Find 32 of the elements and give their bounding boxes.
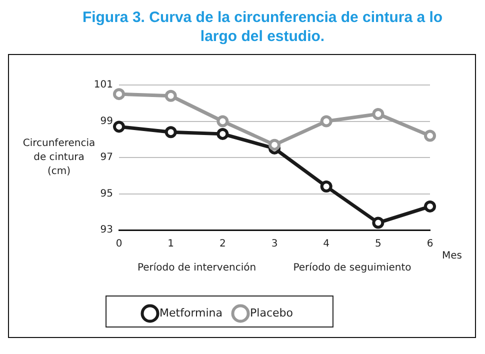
point <box>424 130 436 142</box>
point <box>424 200 436 212</box>
legend-label: Placebo <box>250 306 294 320</box>
point <box>216 115 229 128</box>
x-tick-label: 2 <box>219 238 226 250</box>
x-tick-label: 0 <box>116 238 122 250</box>
x-tick-label: 4 <box>323 238 330 250</box>
x-tick-label: 3 <box>271 238 278 250</box>
point <box>320 115 332 128</box>
point <box>164 90 177 102</box>
x-axis-title: Mes <box>442 250 462 262</box>
y-tick-label: 95 <box>100 188 113 200</box>
x-tick-label: 1 <box>168 238 174 250</box>
y-tick-label: 93 <box>100 224 113 236</box>
text: Período de intervención <box>137 262 256 274</box>
point <box>164 126 177 138</box>
point <box>268 138 280 151</box>
point <box>216 128 229 140</box>
x-tick-label: 6 <box>426 238 434 250</box>
chart-title: Figura 3. Curva de la circunferencia de cintura a lo largo del estudio. <box>81 8 444 47</box>
point <box>372 216 384 229</box>
y-tick-label: 101 <box>94 80 113 91</box>
point <box>320 180 332 192</box>
y-axis-title: Circunferencia de cintura (cm) <box>22 138 96 178</box>
y-tick-label: 99 <box>100 116 113 127</box>
point <box>113 88 125 100</box>
legend-label: Metformina <box>160 306 223 320</box>
y-tick-label: 97 <box>100 152 113 164</box>
x-tick-label: 5 <box>374 238 382 250</box>
text: Período de seguimiento <box>293 262 412 274</box>
point <box>113 120 125 133</box>
point <box>372 108 384 120</box>
